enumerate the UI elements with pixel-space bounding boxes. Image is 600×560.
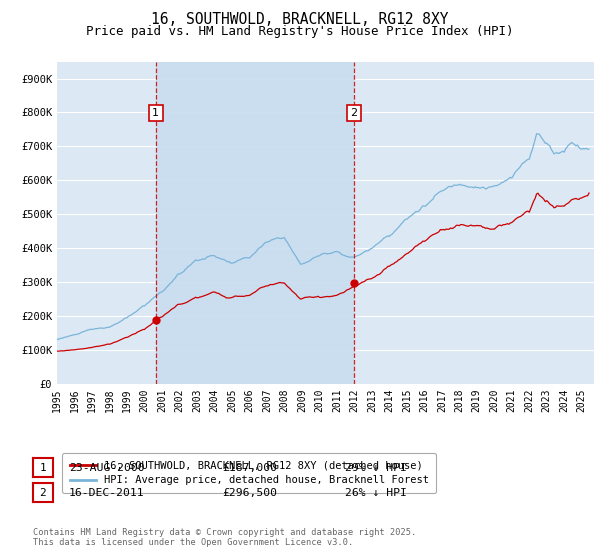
Text: 2: 2 [350, 108, 357, 118]
Text: 1: 1 [40, 463, 46, 473]
Bar [156, 62, 353, 384]
Text: 2: 2 [40, 488, 46, 498]
Text: 16, SOUTHWOLD, BRACKNELL, RG12 8XY: 16, SOUTHWOLD, BRACKNELL, RG12 8XY [151, 12, 449, 27]
Legend: 16, SOUTHWOLD, BRACKNELL, RG12 8XY (detached house), HPI: Average price, detache: 16, SOUTHWOLD, BRACKNELL, RG12 8XY (deta… [62, 453, 436, 493]
Text: 16-DEC-2011: 16-DEC-2011 [69, 488, 145, 498]
Text: £296,500: £296,500 [222, 488, 277, 498]
Text: 26% ↓ HPI: 26% ↓ HPI [345, 488, 407, 498]
Text: 29% ↓ HPI: 29% ↓ HPI [345, 463, 407, 473]
Text: £187,000: £187,000 [222, 463, 277, 473]
Text: Contains HM Land Registry data © Crown copyright and database right 2025.
This d: Contains HM Land Registry data © Crown c… [33, 528, 416, 547]
Text: 1: 1 [152, 108, 159, 118]
Text: 23-AUG-2000: 23-AUG-2000 [69, 463, 145, 473]
Text: Price paid vs. HM Land Registry's House Price Index (HPI): Price paid vs. HM Land Registry's House … [86, 25, 514, 38]
